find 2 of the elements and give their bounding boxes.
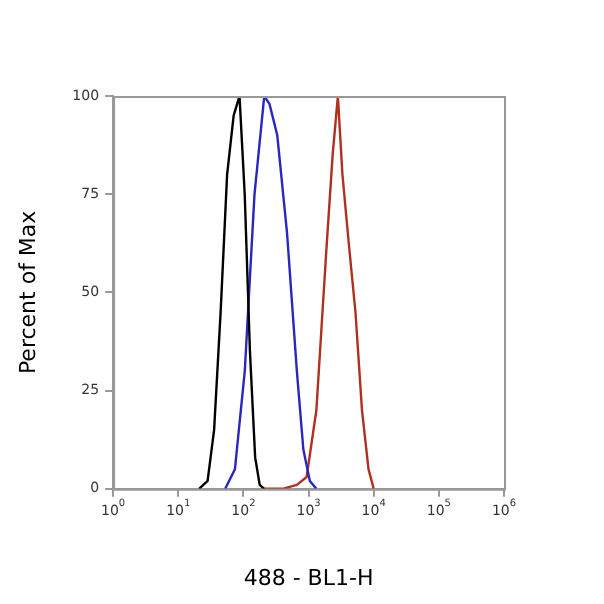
- y-axis-title: Percent of Max: [14, 209, 41, 375]
- x-axis-title: 488 - BL1-H: [243, 564, 374, 591]
